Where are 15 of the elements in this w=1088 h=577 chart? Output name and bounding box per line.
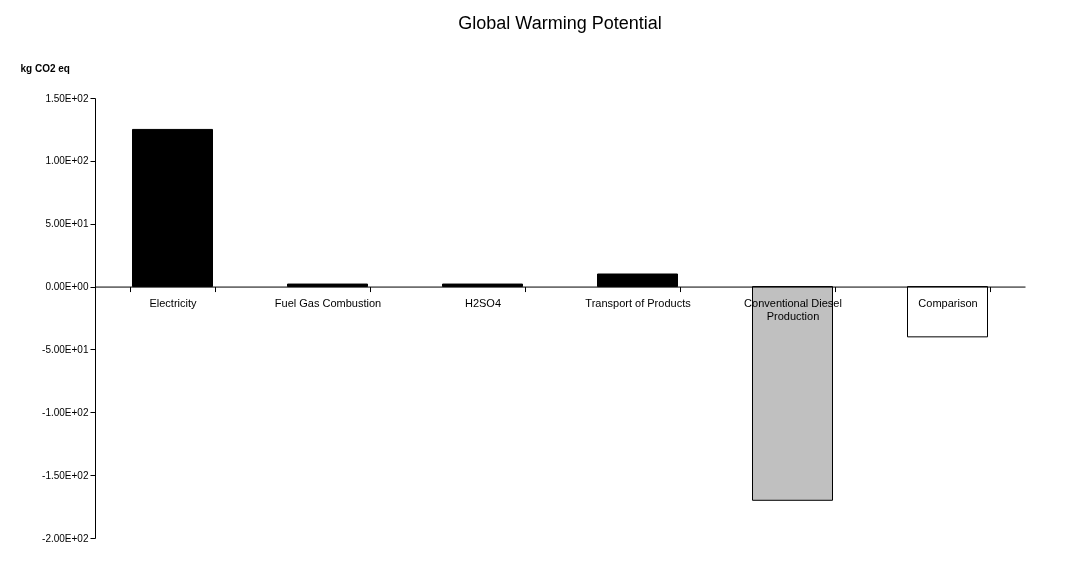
y-tick-label: -2.00E+02 <box>42 532 89 544</box>
y-tick-label: -1.50E+02 <box>42 469 89 481</box>
x-tick-label: Transport of Products <box>585 297 692 310</box>
y-tick-label: 5.00E+01 <box>45 218 89 230</box>
x-tick-label: Comparison <box>918 297 978 310</box>
x-tick-label: Electricity <box>149 297 198 310</box>
chart-title: Global Warming Potential <box>458 13 662 33</box>
y-tick-label: 1.00E+02 <box>45 155 89 167</box>
y-axis-title: kg CO2 eq <box>20 62 70 74</box>
y-tick-label: -5.00E+01 <box>42 343 89 355</box>
y-tick-label: 1.50E+02 <box>45 92 89 104</box>
x-tick-label: H2SO4 <box>464 297 502 310</box>
y-tick-label: -1.00E+02 <box>42 406 89 418</box>
x-tick-label: Fuel Gas Combustion <box>274 297 382 310</box>
y-tick-label: 0.00E+00 <box>45 281 89 293</box>
